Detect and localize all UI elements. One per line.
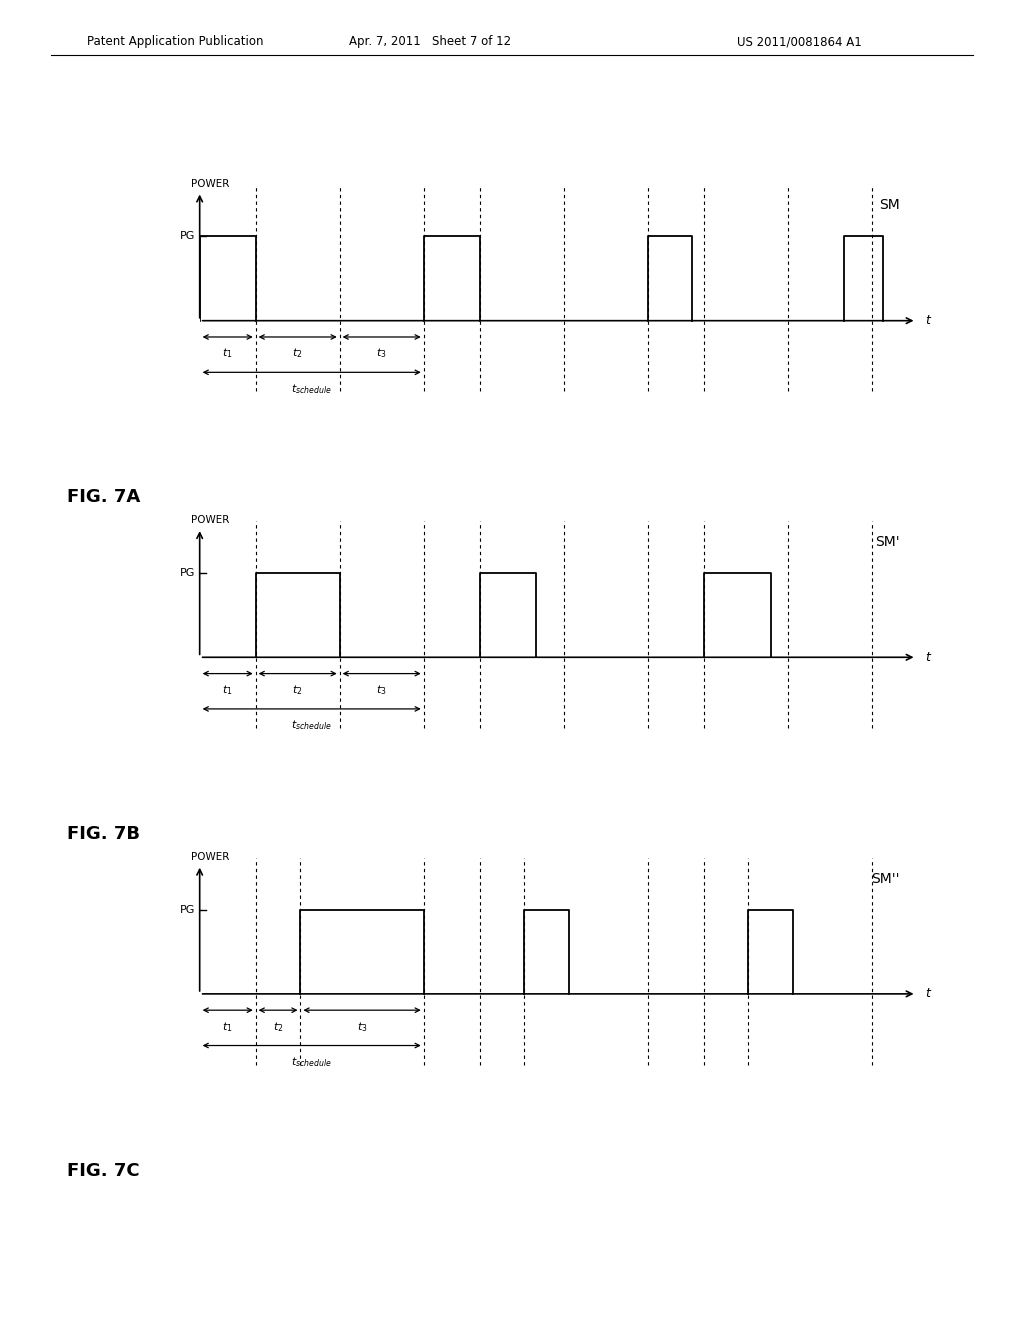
Text: FIG. 7A: FIG. 7A xyxy=(67,488,140,507)
Text: $t_3$: $t_3$ xyxy=(377,684,387,697)
Text: $t_2$: $t_2$ xyxy=(293,346,303,360)
Text: t: t xyxy=(925,314,930,327)
Text: $t_3$: $t_3$ xyxy=(356,1020,368,1034)
Text: PG: PG xyxy=(180,231,196,242)
Text: Apr. 7, 2011   Sheet 7 of 12: Apr. 7, 2011 Sheet 7 of 12 xyxy=(349,36,511,48)
Text: $t_{schedule}$: $t_{schedule}$ xyxy=(291,381,332,396)
Text: $t_2$: $t_2$ xyxy=(293,684,303,697)
Text: $t_1$: $t_1$ xyxy=(222,684,233,697)
Text: t: t xyxy=(925,987,930,1001)
Text: POWER: POWER xyxy=(191,180,229,189)
Text: POWER: POWER xyxy=(191,853,229,862)
Text: SM: SM xyxy=(879,198,900,213)
Text: $t_2$: $t_2$ xyxy=(272,1020,284,1034)
Text: SM': SM' xyxy=(876,535,900,549)
Text: SM'': SM'' xyxy=(871,871,900,886)
Text: FIG. 7B: FIG. 7B xyxy=(67,825,139,843)
Text: FIG. 7C: FIG. 7C xyxy=(67,1162,139,1180)
Text: POWER: POWER xyxy=(191,516,229,525)
Text: US 2011/0081864 A1: US 2011/0081864 A1 xyxy=(737,36,862,48)
Text: $t_{schedule}$: $t_{schedule}$ xyxy=(291,718,332,733)
Text: $t_1$: $t_1$ xyxy=(222,1020,233,1034)
Text: $t_3$: $t_3$ xyxy=(377,346,387,360)
Text: PG: PG xyxy=(180,568,196,578)
Text: $t_1$: $t_1$ xyxy=(222,346,233,360)
Text: PG: PG xyxy=(180,904,196,915)
Text: t: t xyxy=(925,651,930,664)
Text: Patent Application Publication: Patent Application Publication xyxy=(87,36,263,48)
Text: $t_{schedule}$: $t_{schedule}$ xyxy=(291,1055,332,1069)
